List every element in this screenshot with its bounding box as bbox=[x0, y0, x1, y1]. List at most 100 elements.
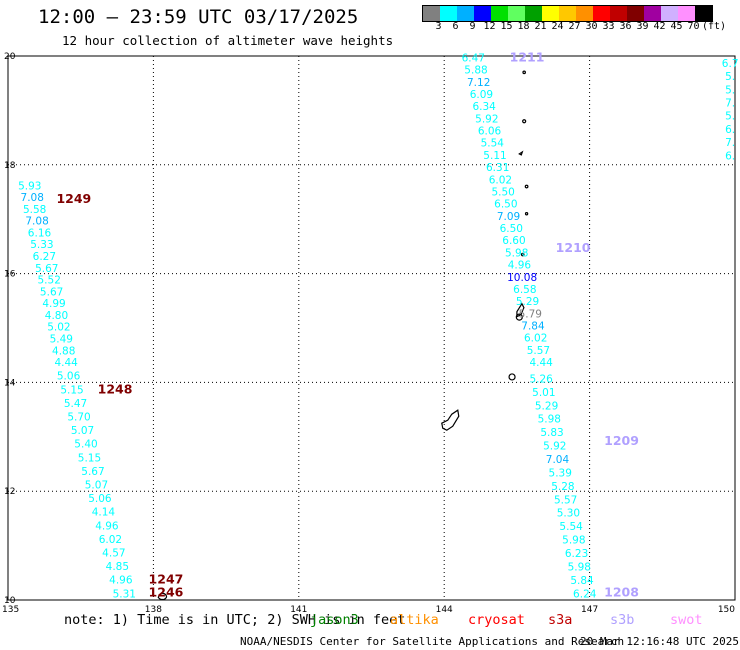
wave-height-label: 6.06 bbox=[478, 126, 502, 138]
wave-height-label: 6.24 bbox=[573, 588, 597, 600]
wave-height-label: 5.57 bbox=[527, 345, 550, 357]
wave-height-label: 7.84 bbox=[521, 321, 545, 333]
wave-height-label: 6.60 bbox=[502, 235, 525, 247]
colorbar-label: 70 bbox=[687, 21, 700, 32]
wave-height-label: 5.67 bbox=[35, 263, 58, 275]
track-id-label: 1210 bbox=[556, 240, 591, 255]
mission-cryosat: cryosat bbox=[468, 612, 525, 628]
colorbar-swatch bbox=[593, 6, 610, 21]
colorbar-swatch bbox=[525, 6, 542, 21]
wave-height-label: 5.98 bbox=[505, 247, 528, 259]
colorbar-label: 21 bbox=[534, 21, 547, 32]
colorbar-swatch bbox=[627, 6, 644, 21]
wave-height-label: 5.93 bbox=[18, 180, 41, 192]
colorbar-label: 6 bbox=[452, 21, 459, 32]
map-title: 12:00 – 23:59 UTC 03/17/2025 bbox=[38, 6, 359, 28]
island bbox=[508, 373, 516, 381]
island bbox=[524, 184, 529, 189]
wave-height-label: 4.80 bbox=[45, 310, 68, 322]
colorbar-label: 45 bbox=[670, 21, 683, 32]
x-tick-label: 147 bbox=[581, 605, 598, 615]
wave-height-label: 7.12 bbox=[467, 77, 490, 89]
wave-height-label: 5.49 bbox=[50, 334, 73, 346]
island-saipan bbox=[516, 302, 525, 318]
wave-height-label: 5.92 bbox=[543, 441, 566, 453]
wave-height-label: 5.83 bbox=[540, 427, 563, 439]
wave-height-label: 5.30 bbox=[557, 508, 580, 520]
wave-height-label: 5.84 bbox=[570, 575, 594, 587]
wave-height-label: 5.67 bbox=[40, 286, 63, 298]
wave-height-label: 5.26 bbox=[529, 373, 553, 385]
wave-height-label: 6.58 bbox=[513, 284, 536, 296]
wave-height-label: 5.40 bbox=[74, 439, 97, 451]
wave-height-label: 5.98 bbox=[562, 535, 585, 547]
wave-height-label: 7. bbox=[725, 98, 735, 110]
colorbar-label: 15 bbox=[500, 21, 513, 32]
wave-height-label: 6.47 bbox=[462, 52, 485, 64]
colorbar-swatch bbox=[610, 6, 627, 21]
timestamp: 20 Mar 12:16:48 UTC 2025 bbox=[580, 635, 739, 648]
wave-height-label: 5.33 bbox=[30, 239, 53, 251]
wave-height-label: 5.52 bbox=[38, 275, 61, 287]
wave-height-label: 4.44 bbox=[54, 357, 78, 369]
wave-height-label: 5.88 bbox=[464, 65, 487, 77]
y-tick-label: 12 bbox=[4, 487, 15, 497]
wave-height-label: 5.06 bbox=[88, 493, 112, 505]
wave-height-label: 5.28 bbox=[551, 481, 574, 493]
land-outlines bbox=[157, 70, 529, 601]
wave-height-label: 6.02 bbox=[489, 174, 512, 186]
wave-height-label: 6.16 bbox=[28, 227, 52, 239]
colorbar-label: 9 bbox=[469, 21, 476, 32]
y-tick-label: 16 bbox=[4, 270, 16, 280]
y-tick-label: 10 bbox=[4, 596, 16, 606]
x-tick-label: 150 bbox=[718, 605, 735, 615]
wave-height-label: 5.47 bbox=[64, 398, 87, 410]
wave-height-label: 5.01 bbox=[532, 387, 555, 399]
wave-height-label: 5.29 bbox=[516, 296, 539, 308]
wave-height-label: 6.34 bbox=[472, 101, 496, 113]
wave-height-label: 7.08 bbox=[21, 192, 44, 204]
wave-height-label: 5.98 bbox=[568, 561, 591, 573]
track-id-label: 1247 bbox=[149, 572, 184, 587]
wave-height-label: 5. bbox=[725, 84, 735, 96]
wave-height-label: 6. bbox=[725, 150, 735, 162]
colorbar-label: 30 bbox=[585, 21, 598, 32]
wave-height-label: 5.54 bbox=[559, 521, 583, 533]
wave-height-label: 7.08 bbox=[25, 216, 48, 228]
plot-frame bbox=[7, 55, 736, 601]
wave-height-label: 5. bbox=[725, 71, 735, 83]
wave-height-label: 7.09 bbox=[497, 211, 520, 223]
wave-height-label: 5.67 bbox=[81, 466, 104, 478]
colorbar-swatch bbox=[542, 6, 559, 21]
wave-height-label: 4.44 bbox=[529, 357, 553, 369]
wave-height-label: 4.88 bbox=[52, 345, 75, 357]
wave-height-label: 5.15 bbox=[78, 452, 101, 464]
colorbar-swatch bbox=[491, 6, 508, 21]
wave-height-label: 6. bbox=[725, 124, 735, 136]
track-id-label: 1208 bbox=[604, 585, 639, 600]
colorbar-label: 42 bbox=[653, 21, 666, 32]
track-id-label: 1248 bbox=[98, 381, 133, 396]
y-tick-label: 18 bbox=[4, 161, 16, 171]
track-id-label: 1211 bbox=[510, 49, 545, 64]
wave-height-label: 6.7 bbox=[722, 58, 739, 70]
colorbar-label: 12 bbox=[483, 21, 496, 32]
colorbar-swatch bbox=[457, 6, 474, 21]
colorbar-label: 3 bbox=[435, 21, 442, 32]
y-tick-label: 14 bbox=[4, 378, 16, 388]
track-id-label: 1249 bbox=[56, 191, 91, 206]
wave-height-label: 4.14 bbox=[92, 507, 116, 519]
wave-height-label: 5.07 bbox=[71, 425, 94, 437]
wave-height-label: 7. bbox=[725, 137, 735, 149]
wave-height-label: 5.31 bbox=[113, 588, 136, 600]
wave-height-label: 5.92 bbox=[475, 113, 498, 125]
x-tick-label: 144 bbox=[436, 605, 453, 615]
wave-height-label: 4.99 bbox=[42, 298, 65, 310]
island bbox=[518, 150, 524, 156]
wave-height-label: 6.09 bbox=[470, 89, 493, 101]
wave-height-label: 5.98 bbox=[538, 414, 561, 426]
island bbox=[522, 70, 526, 75]
island-yap bbox=[157, 592, 168, 601]
wave-height-label: 6.50 bbox=[500, 223, 523, 235]
